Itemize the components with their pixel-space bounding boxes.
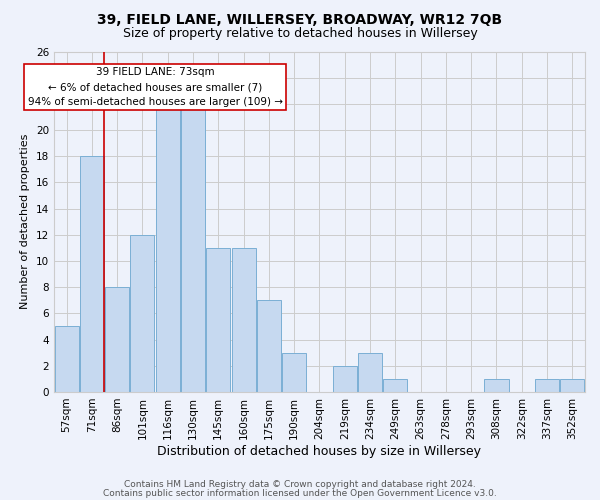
- Bar: [105, 287, 129, 392]
- Text: 39 FIELD LANE: 73sqm
← 6% of detached houses are smaller (7)
94% of semi-detache: 39 FIELD LANE: 73sqm ← 6% of detached ho…: [28, 67, 283, 107]
- Text: Contains public sector information licensed under the Open Government Licence v3: Contains public sector information licen…: [103, 488, 497, 498]
- Bar: [484, 379, 509, 392]
- Bar: [80, 156, 104, 392]
- Bar: [181, 104, 205, 392]
- Bar: [560, 379, 584, 392]
- Bar: [257, 300, 281, 392]
- Bar: [232, 248, 256, 392]
- Bar: [535, 379, 559, 392]
- X-axis label: Distribution of detached houses by size in Willersey: Distribution of detached houses by size …: [157, 444, 481, 458]
- Bar: [383, 379, 407, 392]
- Bar: [130, 235, 154, 392]
- Text: 39, FIELD LANE, WILLERSEY, BROADWAY, WR12 7QB: 39, FIELD LANE, WILLERSEY, BROADWAY, WR1…: [97, 12, 503, 26]
- Text: Contains HM Land Registry data © Crown copyright and database right 2024.: Contains HM Land Registry data © Crown c…: [124, 480, 476, 489]
- Bar: [358, 352, 382, 392]
- Bar: [206, 248, 230, 392]
- Bar: [282, 352, 306, 392]
- Bar: [156, 104, 180, 392]
- Bar: [333, 366, 357, 392]
- Y-axis label: Number of detached properties: Number of detached properties: [20, 134, 30, 310]
- Bar: [55, 326, 79, 392]
- Text: Size of property relative to detached houses in Willersey: Size of property relative to detached ho…: [122, 28, 478, 40]
